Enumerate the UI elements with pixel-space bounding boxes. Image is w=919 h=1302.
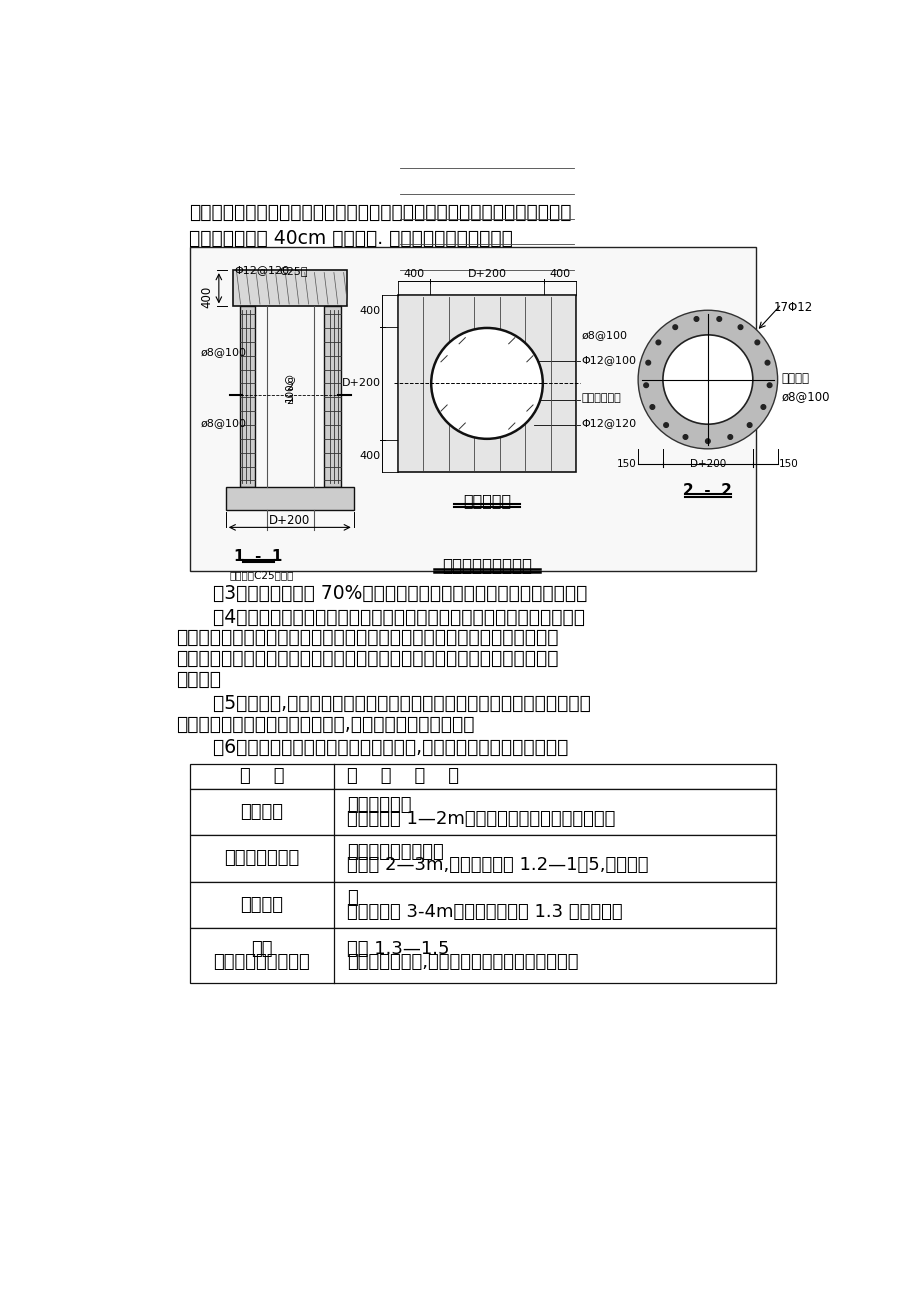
Bar [323, 306, 340, 487]
Bar [190, 928, 776, 983]
Text: 150: 150 [778, 460, 798, 469]
Circle shape [638, 310, 777, 449]
Circle shape [655, 340, 660, 345]
Text: 钻头上的泥块: 钻头上的泥块 [347, 797, 412, 814]
Text: （3）待护壁砼达到 70%强度后方可埋设钢导管护筒及冲击机的就位。: （3）待护壁砼达到 70%强度后方可埋设钢导管护筒及冲击机的就位。 [188, 583, 586, 603]
Circle shape [746, 423, 751, 427]
Text: 2: 2 [287, 381, 293, 392]
Text: 400: 400 [199, 285, 212, 307]
Text: 中冲程 2—3m,泥浆相对密度 1.2—1．5,投入黏性: 中冲程 2—3m,泥浆相对密度 1.2—1．5,投入黏性 [347, 857, 648, 875]
Bar [190, 247, 755, 570]
Text: C25砼: C25砼 [279, 266, 308, 276]
Text: 操    作    要    点: 操 作 要 点 [347, 767, 459, 785]
Text: 150: 150 [616, 460, 636, 469]
Text: 400: 400 [359, 306, 380, 316]
Circle shape [727, 435, 732, 439]
Text: D+200: D+200 [689, 460, 725, 469]
Text: 密度 1.3—1.5: 密度 1.3—1.5 [347, 940, 449, 957]
Text: 项    目: 项 目 [239, 767, 284, 785]
Circle shape [431, 328, 542, 439]
Text: （4）冲击机就位开孔前，检查冲击机机座的平整度（用水平尺检测）及冲: （4）冲击机就位开孔前，检查冲击机机座的平整度（用水平尺检测）及冲 [188, 608, 584, 626]
Text: 中、小冲程 1—2m，泵入清水或稀泥浆，经常清除: 中、小冲程 1—2m，泵入清水或稀泥浆，经常清除 [347, 810, 615, 828]
Circle shape [694, 316, 698, 322]
Text: 护壁、锁口盘大样图: 护壁、锁口盘大样图 [441, 557, 531, 574]
Circle shape [716, 316, 720, 322]
Text: ø8@100: ø8@100 [780, 391, 829, 404]
Text: 护壁箍筋: 护壁箍筋 [780, 372, 809, 385]
Text: 400: 400 [549, 270, 570, 280]
Circle shape [765, 361, 769, 365]
Bar [190, 881, 776, 928]
Text: 中、高冲程 3-4m，泥浆相对密度 1.3 左右，勤掏: 中、高冲程 3-4m，泥浆相对密度 1.3 左右，勤掏 [347, 902, 622, 921]
Text: 土块、勤冲、勤掏渣: 土块、勤冲、勤掏渣 [347, 842, 444, 861]
Circle shape [683, 435, 687, 439]
Text: D+200: D+200 [467, 270, 506, 280]
Text: 400: 400 [359, 450, 380, 461]
Text: 块（黄泥）夹小片石反复冲击造壁,孔内泥浆面应保持稳定。: 块（黄泥）夹小片石反复冲击造壁,孔内泥浆面应保持稳定。 [176, 715, 474, 733]
Text: 的垂直度。在冲击的过程中也要经常检查，一旦发现垂直度超出范围应立即进: 的垂直度。在冲击的过程中也要经常检查，一旦发现垂直度超出范围应立即进 [176, 648, 558, 668]
Text: D+200: D+200 [268, 513, 310, 526]
Circle shape [737, 326, 742, 329]
Text: 砼护壁上口增加 40cm 厚锁口盘. 锁口盘具体做法详下图：: 砼护壁上口增加 40cm 厚锁口盘. 锁口盘具体做法详下图： [188, 229, 512, 249]
Bar [190, 836, 776, 881]
Text: （6）在各种不同的土层、岩层中成孔时,要按下表操作要点进行施工：: （6）在各种不同的土层、岩层中成孔时,要按下表操作要点进行施工： [188, 738, 567, 758]
Text: ø8@100: ø8@100 [200, 348, 246, 357]
Bar [240, 306, 255, 487]
Text: 100@: 100@ [284, 372, 294, 402]
Circle shape [650, 405, 654, 409]
Text: 小冲程反复冲击,加黏性土块夹小片石，泥浆相对: 小冲程反复冲击,加黏性土块夹小片石，泥浆相对 [347, 953, 578, 971]
Text: 锤轴线的垂直度（用垂球或经纬仪检测）以及冲锤是否对准桩位，以保证成孔: 锤轴线的垂直度（用垂球或经纬仪检测）以及冲锤是否对准桩位，以保证成孔 [176, 629, 558, 647]
Circle shape [643, 383, 648, 388]
Text: 2  -  2: 2 - 2 [683, 483, 732, 499]
Text: ø8@100: ø8@100 [200, 418, 246, 428]
Text: ø8@100: ø8@100 [581, 329, 627, 340]
Text: 锁口盘平面: 锁口盘平面 [462, 493, 511, 509]
Circle shape [645, 361, 650, 365]
Text: 护壁钢筋导入: 护壁钢筋导入 [581, 393, 620, 404]
Circle shape [754, 340, 759, 345]
Text: 砂卵石层: 砂卵石层 [240, 896, 283, 914]
Text: （5）开孔时,应低锤密击，当表层为淤泥、细砂等软弱土层时，可加黏性土: （5）开孔时,应低锤密击，当表层为淤泥、细砂等软弱土层时，可加黏性土 [188, 694, 590, 712]
Text: 2: 2 [287, 397, 293, 406]
Text: 黏性土层: 黏性土层 [240, 803, 283, 822]
Text: D+200: D+200 [342, 379, 380, 388]
Circle shape [705, 439, 709, 444]
Bar [190, 764, 776, 789]
Text: 行调整。: 行调整。 [176, 669, 221, 689]
Bar [233, 271, 347, 306]
Text: Φ12@120: Φ12@120 [234, 266, 289, 276]
Text: 400: 400 [403, 270, 425, 280]
Circle shape [663, 335, 752, 424]
Text: 渣: 渣 [347, 889, 357, 906]
Text: 重钻: 重钻 [251, 940, 272, 958]
Bar [225, 487, 353, 510]
Circle shape [760, 405, 765, 409]
Text: 17Φ12: 17Φ12 [773, 301, 812, 314]
Text: Φ12@100: Φ12@100 [581, 354, 636, 365]
Bar [190, 789, 776, 836]
Circle shape [672, 326, 676, 329]
Circle shape [664, 423, 668, 427]
Text: 护壁采用C25砼浇筑: 护壁采用C25砼浇筑 [230, 570, 294, 581]
Bar [397, 294, 575, 471]
Text: 软弱土层或塌孔回填: 软弱土层或塌孔回填 [213, 953, 310, 971]
Text: 地为回填土方，成孔时有较大的振动荷载，为避免和减小砼护壁发生位移，在: 地为回填土方，成孔时有较大的振动荷载，为避免和减小砼护壁发生位移，在 [188, 202, 571, 221]
Text: 粉砂或中粗砂层: 粉砂或中粗砂层 [224, 849, 300, 867]
Circle shape [766, 383, 771, 388]
Text: 1  -  1: 1 - 1 [234, 549, 282, 564]
Text: Φ12@120: Φ12@120 [581, 418, 636, 428]
